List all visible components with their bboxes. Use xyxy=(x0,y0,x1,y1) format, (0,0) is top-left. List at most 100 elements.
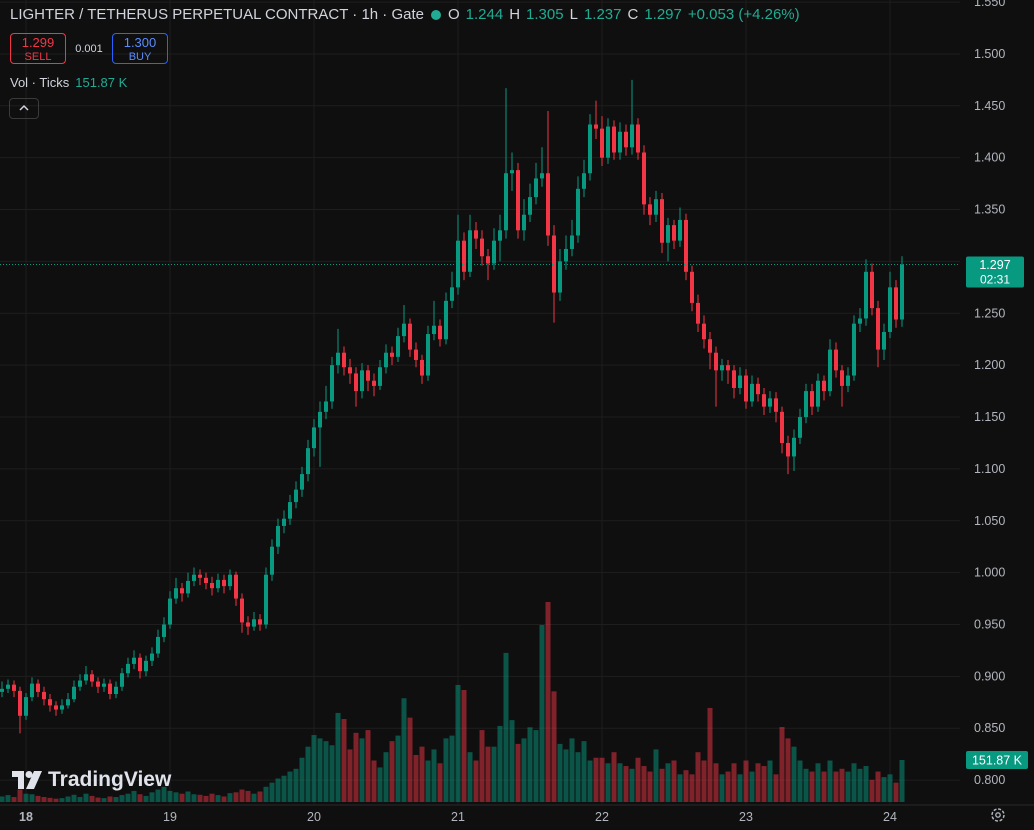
candle-body xyxy=(0,688,4,692)
volume-bar xyxy=(755,763,761,802)
candle-body xyxy=(12,684,16,691)
volume-bar xyxy=(83,793,89,802)
candle-body xyxy=(654,199,658,215)
volume-bar xyxy=(437,763,443,802)
candle-body xyxy=(258,619,262,625)
volume-legend: Vol · Ticks 151.87 K xyxy=(10,75,127,90)
volume-bar xyxy=(785,738,791,802)
volume-bar xyxy=(581,741,587,802)
candle-body xyxy=(180,588,184,594)
y-tick-label: 1.050 xyxy=(974,514,1005,528)
candle-body xyxy=(594,124,598,129)
candle-body xyxy=(546,173,550,236)
candle-body xyxy=(312,427,316,449)
ohlc-value: 1.237 xyxy=(583,6,622,23)
candle-body xyxy=(588,124,592,174)
volume-bar xyxy=(233,792,239,802)
candle-body xyxy=(768,398,772,407)
volume-bar xyxy=(41,797,47,802)
candle-body xyxy=(876,308,880,350)
candle-body xyxy=(678,219,682,241)
sell-button[interactable]: 1.299 SELL xyxy=(10,33,66,64)
candle-body xyxy=(138,657,142,672)
x-tick-label: 18 xyxy=(19,810,33,824)
volume-bar xyxy=(149,792,155,802)
volume-bar xyxy=(605,763,611,802)
volume-bar xyxy=(17,789,23,802)
legend-header: LIGHTER / TETHERUS PERPETUAL CONTRACT · … xyxy=(10,6,800,23)
candle-body xyxy=(864,271,868,319)
volume-bar xyxy=(749,771,755,802)
candle-body xyxy=(840,370,844,386)
candle-body xyxy=(792,437,796,457)
volume-bar xyxy=(71,794,77,802)
volume-bar xyxy=(887,774,893,802)
volume-bar xyxy=(569,738,575,802)
volume-bar xyxy=(335,712,341,802)
volume-bar xyxy=(179,793,185,802)
candle-body xyxy=(228,574,232,587)
volume-bar xyxy=(257,791,263,802)
buy-button[interactable]: 1.300 BUY xyxy=(112,33,168,64)
y-tick-label: 1.200 xyxy=(974,358,1005,372)
ohlc-label: L xyxy=(569,6,578,23)
volume-bar xyxy=(707,707,713,802)
candle-body xyxy=(102,683,106,687)
volume-bar xyxy=(521,738,527,802)
volume-bar xyxy=(875,771,881,802)
candle-body xyxy=(624,131,628,148)
candle-body xyxy=(774,398,778,412)
candle-body xyxy=(264,574,268,625)
sell-price: 1.299 xyxy=(21,35,55,50)
ohlc-label: C xyxy=(627,6,639,23)
candle-body xyxy=(660,199,664,243)
candle-body xyxy=(492,240,496,264)
candle-body xyxy=(762,394,766,407)
candle-body xyxy=(108,683,112,695)
candle-body xyxy=(618,131,622,153)
volume-bar xyxy=(725,771,731,802)
candle-body xyxy=(612,126,616,153)
collapse-button[interactable] xyxy=(9,98,39,119)
y-tick-label: 1.500 xyxy=(974,47,1005,61)
volume-bar xyxy=(77,797,83,802)
volume-bar xyxy=(353,732,359,802)
candle-body xyxy=(828,349,832,392)
candle-body xyxy=(342,352,346,368)
last-price-label: 1.297 xyxy=(979,258,1010,272)
volume-bar xyxy=(713,763,719,802)
candle-body xyxy=(348,367,352,374)
volume-bar xyxy=(491,746,497,802)
candle-body xyxy=(408,323,412,350)
candle-body xyxy=(222,579,226,587)
candle-body xyxy=(516,170,520,231)
volume-bar xyxy=(29,794,35,802)
volume-bar xyxy=(425,760,431,802)
candle-body xyxy=(252,619,256,627)
candle-body xyxy=(174,588,178,599)
candle-body xyxy=(798,417,802,438)
candle-body xyxy=(330,365,334,402)
candle-body xyxy=(582,173,586,189)
volume-bar xyxy=(659,768,665,802)
volume-bar xyxy=(293,768,299,802)
candle-body xyxy=(156,636,160,654)
volume-bar xyxy=(185,791,191,802)
symbol-title[interactable]: LIGHTER / TETHERUS PERPETUAL CONTRACT · … xyxy=(10,6,424,23)
candle-body xyxy=(324,401,328,412)
ohlc-label: H xyxy=(509,6,521,23)
volume-bar xyxy=(593,757,599,802)
volume-bar xyxy=(227,793,233,802)
volume-bar xyxy=(107,796,113,802)
y-tick-label: 1.100 xyxy=(974,462,1005,476)
candle-body xyxy=(570,235,574,249)
candle-body xyxy=(510,170,514,174)
candle-body xyxy=(192,574,196,581)
volume-bar xyxy=(899,759,905,802)
settings-button[interactable] xyxy=(991,808,1005,822)
volume-bar xyxy=(347,749,353,802)
volume-bar xyxy=(197,794,203,802)
volume-bar xyxy=(539,624,545,802)
candle-body xyxy=(600,128,604,158)
